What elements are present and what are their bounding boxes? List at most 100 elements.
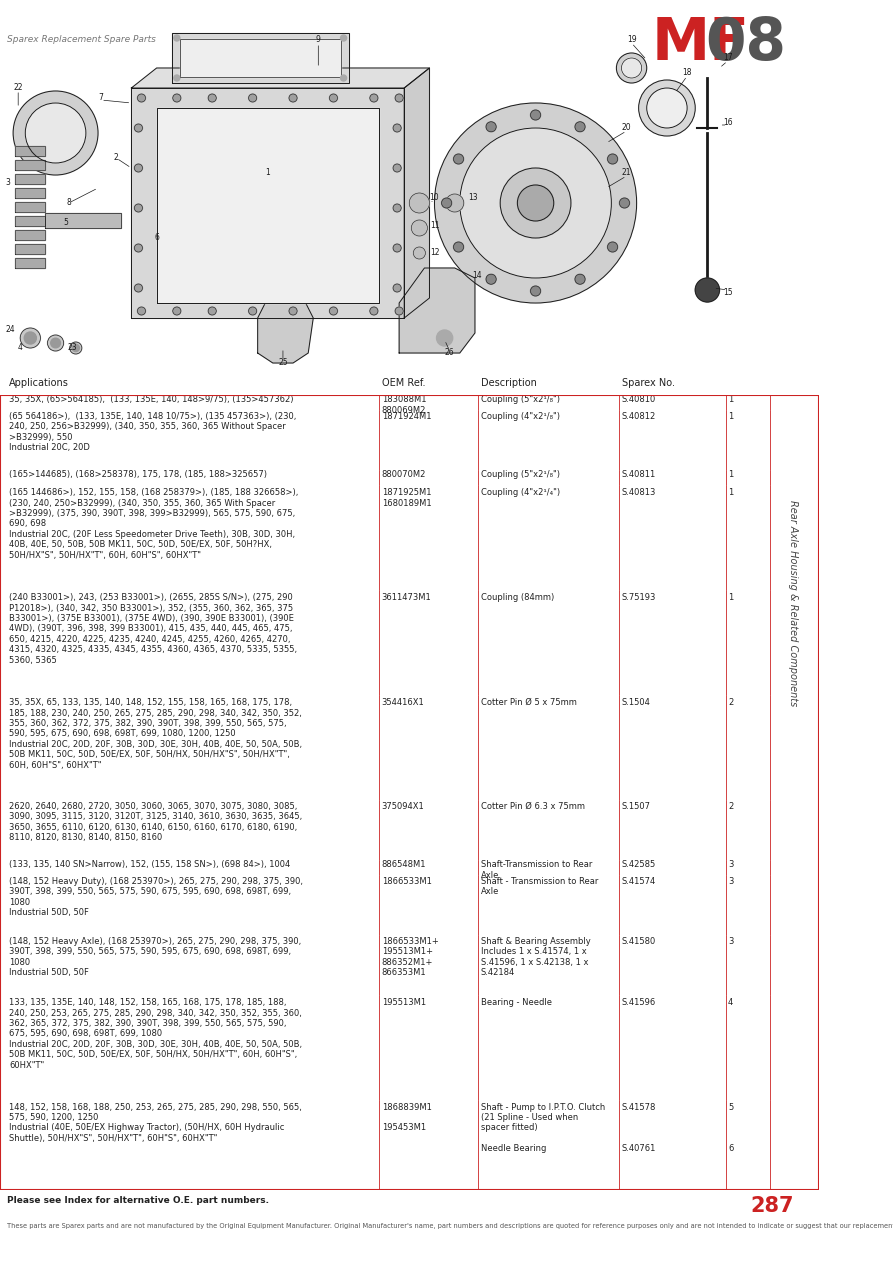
Text: Cotter Pin Ø 5 x 75mm: Cotter Pin Ø 5 x 75mm	[480, 698, 577, 707]
Circle shape	[446, 195, 463, 212]
Text: Sparex Replacement Spare Parts: Sparex Replacement Spare Parts	[7, 35, 156, 44]
Text: Cotter Pin Ø 6.3 x 75mm: Cotter Pin Ø 6.3 x 75mm	[480, 802, 585, 811]
Polygon shape	[131, 68, 430, 88]
Text: 12: 12	[430, 249, 439, 258]
Text: 4: 4	[18, 344, 22, 352]
Circle shape	[393, 124, 401, 133]
Text: Description: Description	[480, 379, 537, 389]
Text: Applications: Applications	[9, 379, 69, 389]
Text: 1866533M1+
195513M1+
886352M1+
866353M1: 1866533M1+ 195513M1+ 886352M1+ 866353M1	[381, 937, 438, 978]
Text: 2: 2	[728, 698, 733, 707]
Circle shape	[517, 184, 554, 221]
Text: 1: 1	[728, 412, 733, 421]
Text: 14: 14	[472, 272, 481, 280]
Polygon shape	[15, 244, 46, 254]
Text: 1: 1	[265, 168, 271, 178]
Text: 1866533M1: 1866533M1	[381, 877, 431, 885]
Circle shape	[441, 198, 452, 208]
Text: S.40810: S.40810	[622, 395, 655, 404]
Text: 17: 17	[722, 53, 732, 62]
Circle shape	[174, 35, 179, 40]
Text: Bearing - Needle: Bearing - Needle	[480, 998, 552, 1007]
Text: 3611473M1: 3611473M1	[381, 594, 431, 602]
Circle shape	[289, 93, 297, 102]
Circle shape	[72, 345, 79, 351]
Circle shape	[173, 93, 181, 102]
Text: 19: 19	[627, 35, 637, 44]
Text: S.75193: S.75193	[622, 594, 655, 602]
Text: 2620, 2640, 2680, 2720, 3050, 3060, 3065, 3070, 3075, 3080, 3085,
3090, 3095, 31: 2620, 2640, 2680, 2720, 3050, 3060, 3065…	[9, 802, 302, 842]
Circle shape	[173, 307, 181, 314]
Circle shape	[486, 274, 497, 284]
Text: 5



6: 5 6	[728, 1103, 733, 1153]
Text: 1871924M1: 1871924M1	[381, 412, 431, 421]
Text: 11: 11	[430, 221, 439, 231]
Text: OEM Ref.: OEM Ref.	[381, 379, 425, 389]
Circle shape	[134, 124, 143, 133]
Circle shape	[134, 284, 143, 292]
Circle shape	[500, 168, 571, 237]
Circle shape	[138, 307, 146, 314]
Circle shape	[208, 307, 216, 314]
Text: (148, 152 Heavy Axle), (168 253970>), 265, 275, 290, 298, 375, 390,
390T, 398, 3: (148, 152 Heavy Axle), (168 253970>), 26…	[9, 937, 301, 978]
Text: 1: 1	[728, 470, 733, 480]
Text: 22: 22	[13, 83, 23, 92]
Text: 7: 7	[98, 93, 104, 102]
Text: 20: 20	[622, 124, 631, 133]
Circle shape	[24, 332, 37, 344]
Polygon shape	[15, 188, 46, 198]
Polygon shape	[171, 33, 348, 83]
Circle shape	[395, 307, 403, 314]
Text: Rear Axle Housing & Related Components: Rear Axle Housing & Related Components	[789, 500, 798, 706]
Circle shape	[393, 244, 401, 253]
Circle shape	[70, 342, 82, 354]
Text: S.41574: S.41574	[622, 877, 655, 885]
Polygon shape	[179, 39, 340, 77]
Circle shape	[370, 93, 378, 102]
Text: Sparex No.: Sparex No.	[622, 379, 674, 389]
Text: 35, 35X, (65>564185),  (133, 135E, 140, 148>9/75), (135>457362): 35, 35X, (65>564185), (133, 135E, 140, 1…	[9, 395, 294, 404]
Text: 2: 2	[113, 154, 119, 163]
Text: 13: 13	[468, 193, 478, 202]
Polygon shape	[131, 88, 405, 318]
Text: 148, 152, 158, 168, 188, 250, 253, 265, 275, 285, 290, 298, 550, 565,
575, 590, : 148, 152, 158, 168, 188, 250, 253, 265, …	[9, 1103, 302, 1143]
Circle shape	[340, 35, 346, 40]
Circle shape	[607, 154, 618, 164]
Circle shape	[638, 80, 696, 136]
Circle shape	[460, 128, 612, 278]
Circle shape	[340, 75, 346, 81]
Text: 24: 24	[5, 326, 15, 335]
Text: (65 564186>),  (133, 135E, 140, 148 10/75>), (135 457363>), (230,
240, 250, 256>: (65 564186>), (133, 135E, 140, 148 10/75…	[9, 412, 296, 452]
Circle shape	[454, 154, 463, 164]
Text: Coupling (5"x2¹/₈"): Coupling (5"x2¹/₈")	[480, 395, 560, 404]
Text: 6: 6	[154, 234, 159, 242]
Circle shape	[647, 88, 687, 128]
Text: S.41580: S.41580	[622, 937, 655, 946]
Circle shape	[393, 284, 401, 292]
Text: 08: 08	[705, 15, 787, 72]
Text: 1: 1	[728, 489, 733, 498]
Text: (133, 135, 140 SN>Narrow), 152, (155, 158 SN>), (698 84>), 1004: (133, 135, 140 SN>Narrow), 152, (155, 15…	[9, 860, 290, 869]
Text: S.40812: S.40812	[622, 412, 655, 421]
Text: 287: 287	[751, 1196, 794, 1216]
Text: (165>144685), (168>258378), 175, 178, (185, 188>325657): (165>144685), (168>258378), 175, 178, (1…	[9, 470, 267, 480]
Text: Shaft & Bearing Assembly
Includes 1 x S.41574, 1 x
S.41596, 1 x S.42138, 1 x
S.4: Shaft & Bearing Assembly Includes 1 x S.…	[480, 937, 590, 978]
Text: 35, 35X, 65, 133, 135, 140, 148, 152, 155, 158, 165, 168, 175, 178,
185, 188, 23: 35, 35X, 65, 133, 135, 140, 148, 152, 15…	[9, 698, 302, 769]
Circle shape	[620, 198, 630, 208]
Text: 16: 16	[722, 119, 732, 128]
Circle shape	[437, 330, 453, 346]
Polygon shape	[405, 68, 430, 318]
Circle shape	[393, 164, 401, 172]
Text: 1: 1	[728, 594, 733, 602]
Text: 3: 3	[728, 877, 733, 885]
Polygon shape	[15, 230, 46, 240]
Text: 4: 4	[728, 998, 733, 1007]
Text: Shaft-Transmission to Rear
Axle: Shaft-Transmission to Rear Axle	[480, 860, 592, 880]
Circle shape	[134, 205, 143, 212]
Polygon shape	[156, 109, 379, 303]
Text: 3: 3	[5, 178, 11, 187]
Polygon shape	[15, 174, 46, 184]
Text: 1868839M1

195453M1: 1868839M1 195453M1	[381, 1103, 431, 1133]
Circle shape	[435, 104, 637, 303]
Circle shape	[530, 110, 540, 120]
